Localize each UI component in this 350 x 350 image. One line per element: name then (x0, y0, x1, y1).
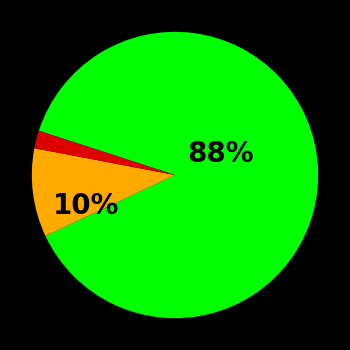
Wedge shape (34, 131, 175, 175)
Wedge shape (39, 32, 318, 318)
Text: 88%: 88% (188, 140, 254, 168)
Text: 10%: 10% (53, 193, 119, 220)
Wedge shape (32, 148, 175, 236)
